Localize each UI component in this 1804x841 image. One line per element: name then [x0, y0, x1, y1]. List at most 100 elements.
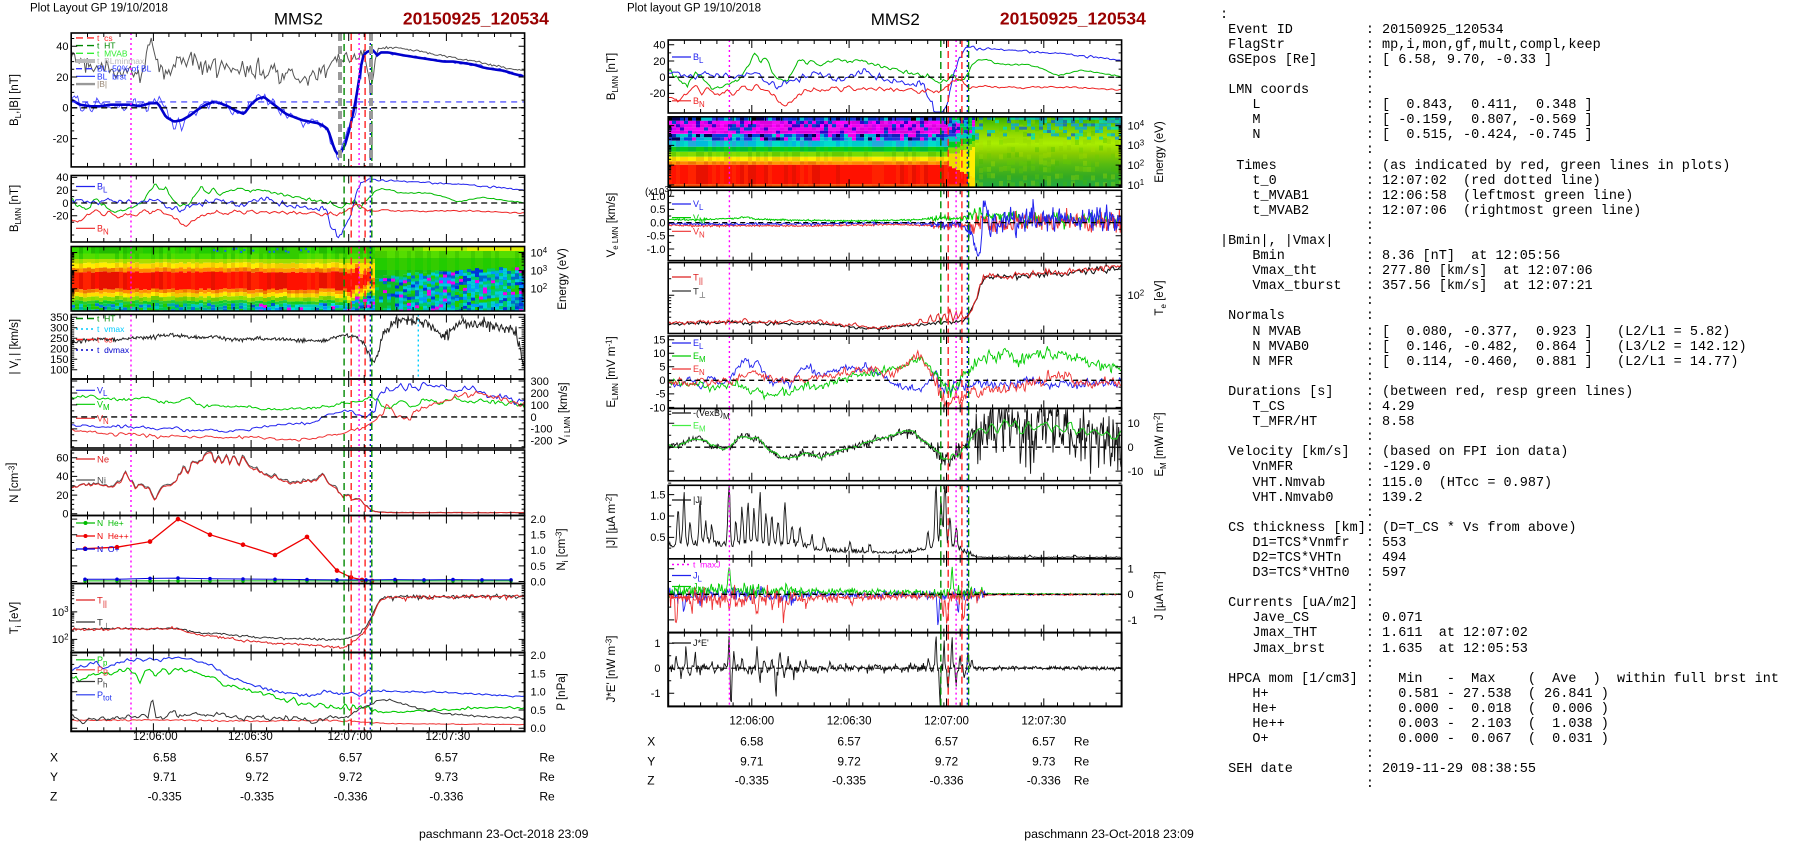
svg-text:Re: Re	[1074, 774, 1090, 788]
svg-text:102: 102	[531, 282, 548, 296]
svg-text:X: X	[50, 751, 58, 765]
svg-text:100: 100	[531, 400, 549, 412]
svg-text:6.58: 6.58	[153, 751, 177, 765]
svg-text:Re: Re	[539, 770, 555, 784]
svg-text:103: 103	[52, 605, 69, 619]
svg-text:-1.0: -1.0	[647, 244, 666, 256]
svg-text:0: 0	[659, 375, 665, 387]
svg-text:100: 100	[50, 365, 68, 377]
svg-text:Vi LMN [km/s]: Vi LMN [km/s]	[558, 382, 572, 444]
svg-text:40: 40	[56, 172, 68, 184]
svg-text:101: 101	[1128, 178, 1145, 192]
svg-text:VN: VN	[693, 227, 705, 240]
svg-text:-200: -200	[531, 436, 553, 448]
svg-text:0.5: 0.5	[531, 705, 546, 717]
svg-text:150: 150	[50, 354, 68, 366]
svg-text:t dvmax: t dvmax	[97, 345, 130, 355]
svg-text:0.0: 0.0	[531, 576, 546, 588]
svg-text:|J|: |J|	[693, 495, 702, 505]
svg-text:12:07:00: 12:07:00	[924, 715, 969, 727]
svg-text:X: X	[647, 734, 655, 748]
svg-text:Ve LMN [km/s]: Ve LMN [km/s]	[606, 193, 620, 258]
svg-text:EL: EL	[693, 338, 704, 351]
svg-text:103: 103	[1128, 139, 1145, 153]
svg-text:9.72: 9.72	[837, 754, 861, 768]
svg-text:EN: EN	[693, 364, 705, 377]
svg-text:Z: Z	[50, 790, 57, 804]
svg-text:20150925_120534: 20150925_120534	[1000, 9, 1146, 29]
svg-text:5: 5	[659, 362, 665, 374]
svg-text:200: 200	[50, 344, 68, 356]
svg-text:J*E': J*E'	[693, 638, 709, 648]
svg-text:9.72: 9.72	[935, 754, 959, 768]
svg-text:6.57: 6.57	[245, 751, 269, 765]
svg-text:JL: JL	[693, 571, 703, 584]
svg-text:t vmax: t vmax	[97, 324, 125, 334]
svg-text:300: 300	[50, 323, 68, 335]
svg-text:Re: Re	[1074, 754, 1090, 768]
svg-text:VL: VL	[97, 385, 108, 398]
svg-text:VN: VN	[97, 413, 109, 426]
svg-text:104: 104	[1128, 119, 1145, 133]
svg-text:1.5: 1.5	[650, 489, 665, 501]
svg-text:| Vi | [km/s]: | Vi | [km/s]	[9, 319, 23, 375]
svg-text:-1: -1	[651, 688, 661, 700]
svg-text:-100: -100	[531, 424, 553, 436]
svg-text:0.5: 0.5	[650, 204, 665, 216]
svg-text:1.0: 1.0	[650, 191, 665, 203]
svg-text:|B|: |B|	[97, 79, 107, 89]
svg-text:Energy (eV): Energy (eV)	[1154, 121, 1166, 183]
svg-text:102: 102	[1128, 289, 1145, 303]
svg-text:-10: -10	[650, 402, 666, 414]
svg-text:-20: -20	[53, 133, 69, 145]
svg-text:Y: Y	[647, 754, 655, 768]
svg-text:12:06:00: 12:06:00	[133, 731, 178, 743]
svg-text:9.71: 9.71	[153, 770, 177, 784]
svg-text:300: 300	[531, 376, 549, 388]
svg-text:BN: BN	[97, 224, 109, 237]
svg-text:Pp: Pp	[97, 655, 108, 668]
svg-text:-10: -10	[1128, 466, 1144, 478]
svg-text:-0.336: -0.336	[429, 790, 463, 804]
svg-text:6.57: 6.57	[339, 751, 363, 765]
svg-text:BL,|B| [nT]: BL,|B| [nT]	[9, 74, 23, 126]
svg-text:BL: BL	[97, 182, 108, 195]
svg-text:0: 0	[62, 509, 68, 521]
svg-text:9.73: 9.73	[435, 770, 459, 784]
svg-text:Plot Layout GP 19/10/2018: Plot Layout GP 19/10/2018	[30, 3, 168, 15]
svg-text:N He+: N He+	[97, 518, 124, 528]
svg-text:12:07:30: 12:07:30	[426, 731, 471, 743]
svg-text:BN: BN	[693, 96, 705, 109]
svg-text:0.0: 0.0	[650, 217, 665, 229]
svg-text:2.0: 2.0	[531, 514, 546, 526]
svg-text:Ptot: Ptot	[97, 690, 113, 703]
svg-text:Plot layout GP 19/10/2018: Plot layout GP 19/10/2018	[627, 3, 761, 15]
svg-text:Ti [eV]: Ti [eV]	[9, 602, 23, 634]
svg-text:0.0: 0.0	[531, 723, 546, 735]
svg-text:6.57: 6.57	[435, 751, 459, 765]
svg-text:104: 104	[531, 246, 548, 260]
svg-text:Ni [cm-3]: Ni [cm-3]	[555, 528, 571, 570]
svg-text:1: 1	[654, 638, 660, 650]
svg-text:VM: VM	[693, 213, 706, 226]
svg-text:20150925_120534: 20150925_120534	[403, 9, 549, 29]
svg-text:Y: Y	[50, 770, 58, 784]
svg-text:BLMN [nT]: BLMN [nT]	[9, 185, 23, 232]
svg-text:0.5: 0.5	[650, 532, 665, 544]
svg-text:Re: Re	[539, 751, 555, 765]
svg-text:MMS2: MMS2	[871, 10, 920, 29]
svg-text:Ne: Ne	[97, 454, 109, 465]
svg-text:1.0: 1.0	[650, 511, 665, 523]
svg-text:EM [mW m-2]: EM [mW m-2]	[1153, 412, 1169, 476]
svg-text:0: 0	[531, 412, 537, 424]
svg-text:0: 0	[654, 663, 660, 675]
svg-text:Z: Z	[647, 774, 654, 788]
svg-text:2.0: 2.0	[531, 650, 546, 662]
svg-text:20: 20	[56, 185, 68, 197]
svg-text:40: 40	[56, 41, 68, 53]
svg-text:(x103): (x103)	[645, 185, 672, 198]
svg-text:12:07:00: 12:07:00	[328, 731, 373, 743]
svg-text:-20: -20	[650, 88, 666, 100]
svg-text:15: 15	[653, 335, 665, 347]
svg-text:250: 250	[50, 333, 68, 345]
